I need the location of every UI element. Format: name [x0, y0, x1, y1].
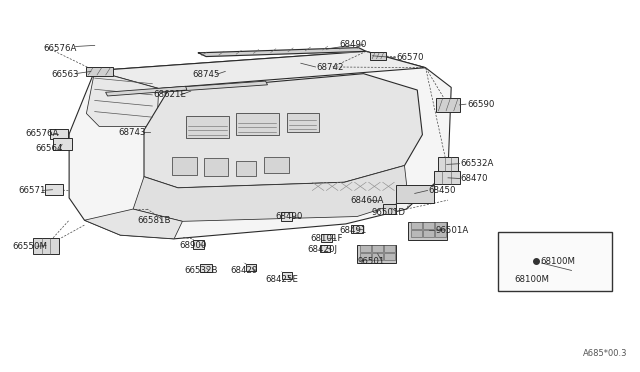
Text: 66571: 66571 — [18, 186, 45, 195]
Bar — [384, 253, 395, 260]
Bar — [86, 67, 113, 76]
Bar — [423, 222, 434, 229]
Polygon shape — [95, 51, 426, 89]
Text: 68450: 68450 — [429, 186, 456, 195]
Bar — [360, 253, 371, 260]
Text: 66581B: 66581B — [138, 216, 171, 225]
Bar — [236, 161, 256, 176]
Text: 68101F: 68101F — [310, 234, 343, 243]
Bar — [384, 245, 395, 252]
Text: 96501D: 96501D — [371, 208, 405, 217]
Bar — [383, 204, 396, 214]
Polygon shape — [144, 74, 422, 188]
Bar — [360, 245, 371, 252]
Bar — [351, 225, 363, 232]
Text: A685*00.3: A685*00.3 — [582, 349, 627, 358]
Text: 68743: 68743 — [118, 128, 146, 137]
Text: 68900: 68900 — [179, 241, 207, 250]
Text: 66570: 66570 — [397, 53, 424, 62]
Text: 68429: 68429 — [230, 266, 258, 275]
Bar — [50, 129, 68, 139]
Bar — [434, 171, 460, 184]
Text: 66576A: 66576A — [44, 44, 77, 53]
Bar — [435, 222, 446, 229]
Text: 68742: 68742 — [317, 63, 344, 72]
Bar — [200, 264, 212, 272]
Polygon shape — [69, 51, 451, 239]
Bar — [186, 116, 229, 138]
Bar — [396, 185, 434, 203]
Text: 68460A: 68460A — [351, 196, 384, 205]
Bar — [423, 230, 434, 237]
Bar — [411, 230, 422, 237]
Bar — [357, 245, 396, 263]
Bar — [33, 238, 59, 254]
Bar — [438, 157, 458, 171]
Bar — [246, 264, 256, 271]
Bar — [264, 157, 289, 173]
Text: 68491: 68491 — [339, 226, 367, 235]
Text: 68100M: 68100M — [541, 257, 576, 266]
Text: 68470: 68470 — [461, 174, 488, 183]
Bar — [372, 245, 383, 252]
Text: 66576A: 66576A — [26, 129, 59, 138]
Text: 68100M: 68100M — [514, 275, 549, 283]
Text: 66532B: 66532B — [184, 266, 218, 275]
Bar — [281, 212, 292, 221]
Bar — [370, 52, 385, 60]
Bar — [287, 113, 319, 132]
Bar — [435, 230, 446, 237]
Bar — [408, 222, 447, 240]
Text: 68420J: 68420J — [307, 245, 337, 254]
Text: 66564: 66564 — [35, 144, 63, 153]
Polygon shape — [106, 86, 187, 96]
Polygon shape — [86, 71, 159, 126]
Text: 68745: 68745 — [192, 70, 220, 79]
Text: 96501A: 96501A — [435, 226, 468, 235]
Polygon shape — [84, 209, 182, 239]
Bar — [204, 158, 228, 176]
Bar — [320, 245, 330, 252]
Text: 66590: 66590 — [467, 100, 495, 109]
Text: 68621E: 68621E — [154, 90, 187, 99]
Bar — [411, 222, 422, 229]
Bar — [498, 232, 612, 291]
Bar — [53, 138, 72, 150]
Bar — [282, 272, 292, 279]
Text: 68425E: 68425E — [266, 275, 299, 284]
Polygon shape — [159, 81, 268, 92]
Bar — [236, 113, 279, 135]
Bar — [45, 184, 63, 195]
Text: 66532A: 66532A — [461, 159, 494, 168]
Polygon shape — [133, 166, 408, 221]
Bar — [193, 240, 204, 249]
Bar — [321, 234, 332, 242]
Bar — [372, 253, 383, 260]
Bar — [436, 98, 460, 112]
Polygon shape — [198, 48, 366, 57]
Text: 68490: 68490 — [339, 40, 367, 49]
Text: 96501: 96501 — [357, 257, 385, 266]
Text: 66563: 66563 — [51, 70, 79, 79]
Text: 68490: 68490 — [275, 212, 303, 221]
Text: 66550M: 66550M — [13, 242, 48, 251]
Bar — [172, 157, 197, 175]
